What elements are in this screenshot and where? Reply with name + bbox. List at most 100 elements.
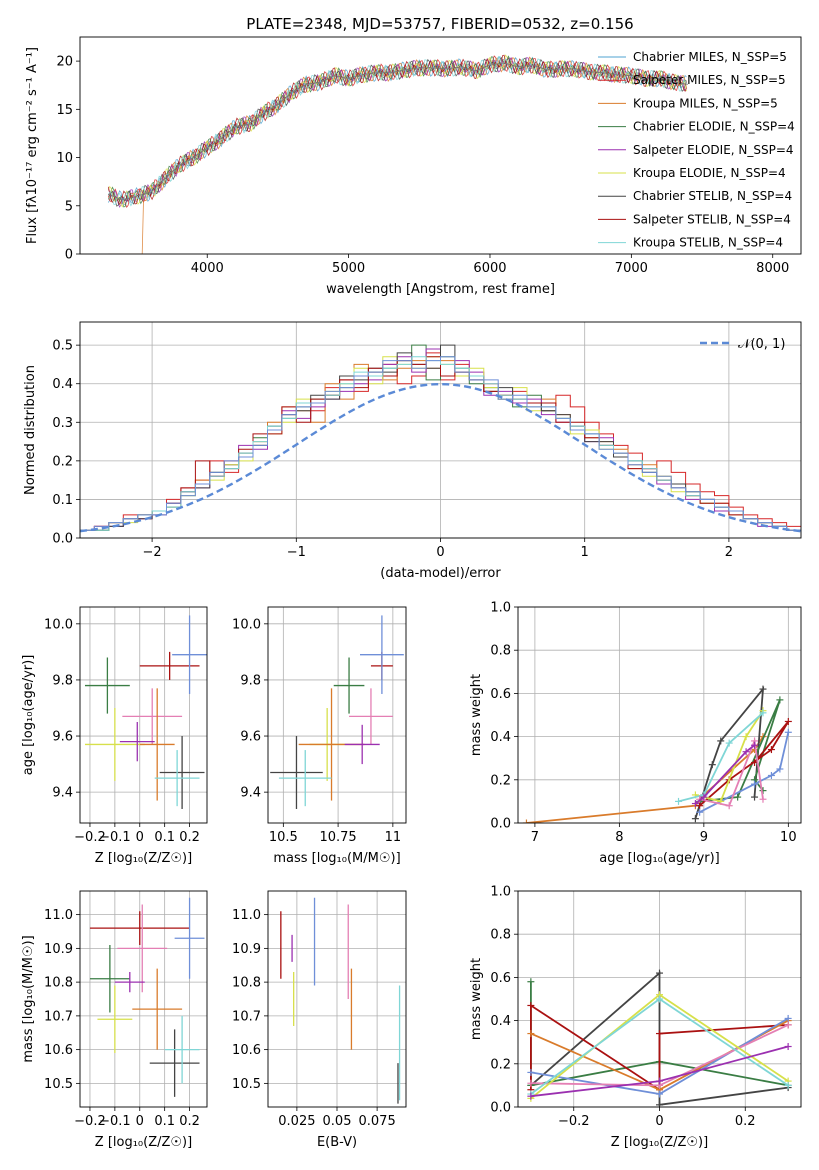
y-tick-label: 11.0: [44, 908, 73, 923]
y-tick-label: 20: [56, 55, 73, 70]
error-bar-point: [89, 911, 190, 945]
mass-vs-metallicity-panel: −0.2−0.1 0 0.1 0.2 10.5 10.6 10.7 10.8 10.9 11.0 Z…: [21, 890, 208, 1150]
mass-weight-line: [699, 737, 764, 807]
y-tick-label: 0.2: [490, 1057, 511, 1072]
x-tick-label: −0.2: [74, 830, 106, 845]
x-tick-label: −0.2: [558, 1114, 590, 1129]
x-tick-label: 0.05: [323, 1114, 352, 1129]
legend-entry: Salpeter ELODIE, N_SSP=4: [633, 143, 794, 157]
model-spectrum-line: [107, 54, 687, 208]
mass-weight-marker: [784, 1081, 792, 1089]
plot-area: [107, 54, 688, 254]
error-bar-point: [278, 750, 332, 807]
plot-area: [522, 685, 792, 823]
x-axis-label: wavelength [Angstrom, rest frame]: [326, 282, 555, 297]
mass-weight-marker: [776, 765, 784, 773]
y-tick-label: 10.6: [232, 1043, 261, 1058]
axes-frame: [267, 606, 407, 824]
x-tick-label: 10.75: [319, 830, 356, 845]
error-bar-point: [159, 736, 205, 809]
mass-weight-marker: [751, 741, 759, 749]
y-axis-label: Normed distribution: [23, 365, 38, 495]
y-tick-label: 0.4: [490, 1014, 511, 1029]
mass-weight-marker: [776, 696, 784, 704]
axes-frame: [79, 890, 208, 1108]
mass-weight-marker: [691, 800, 699, 808]
x-tick-label: 5000: [332, 261, 365, 276]
x-tick-label: 0: [655, 1114, 663, 1129]
error-bar-point: [344, 724, 380, 765]
mass-weight-line: [694, 744, 756, 805]
x-tick-label: 6000: [473, 261, 506, 276]
plot-area: [270, 615, 404, 809]
legend-entry: Chabrier MILES, N_SSP=5: [633, 50, 787, 64]
y-axis-label: age [log₁₀(age/yr)]: [21, 655, 36, 776]
mass-weight-marker: [527, 978, 535, 986]
legend-entry: Chabrier ELODIE, N_SSP=4: [633, 120, 795, 134]
mass-weight-marker: [656, 1077, 663, 1085]
mass-weight-marker: [656, 969, 663, 977]
mass-weight-marker: [759, 709, 767, 717]
residual-histogram-step: [80, 356, 801, 538]
mass-vs-extinction-panel: 0.025 0.05 0.075 10.5 10.6 10.7 10.8 10.9 11.0 E(…: [232, 890, 407, 1150]
mass-weight-line: [694, 686, 765, 819]
mass-weight-marker: [759, 795, 767, 803]
mass-weight-marker: [696, 808, 704, 816]
plot-area: [84, 615, 207, 809]
y-tick-label: 11.0: [232, 908, 261, 923]
plot-area: [527, 969, 792, 1107]
legend-entry: Kroupa STELIB, N_SSP=4: [633, 236, 783, 250]
y-tick-label: 0.2: [52, 454, 73, 469]
x-tick-label: 0.025: [278, 1114, 315, 1129]
legend-entry: Salpeter STELIB, N_SSP=4: [633, 212, 791, 226]
mass-weight-marker: [742, 733, 750, 741]
error-bar-point: [149, 1029, 200, 1097]
x-tick-label: −2: [143, 545, 162, 560]
mass-weight-marker: [717, 737, 725, 745]
legend-entry: Chabrier STELIB, N_SSP=4: [633, 189, 792, 203]
y-tick-label: 10.5: [232, 1077, 261, 1092]
x-axis-label: Z [log₁₀(Z/Z☉)]: [95, 851, 192, 866]
spectrum-legend: Chabrier MILES, N_SSP=5 Salpeter MILES, N…: [598, 50, 795, 250]
legend-entry: Kroupa MILES, N_SSP=5: [633, 96, 778, 110]
y-tick-label: 0.0: [490, 817, 511, 832]
mass-weight-marker: [527, 1092, 535, 1100]
x-axis-label: Z [log₁₀(Z/Z☉)]: [611, 1135, 708, 1150]
mass-weight-marker: [527, 1030, 535, 1038]
observed-spectrum-line: [108, 62, 688, 201]
y-tick-label: 5: [65, 199, 73, 214]
mass-weight-marker: [700, 793, 708, 801]
y-tick-label: 10.7: [44, 1009, 73, 1024]
y-tick-label: 10.0: [232, 617, 261, 632]
mass-weight-marker: [656, 995, 663, 1003]
mass-weight-marker: [656, 1101, 663, 1107]
y-tick-label: 9.4: [240, 786, 261, 801]
mass-weight-marker: [759, 685, 767, 693]
y-axis-label: mass weight: [469, 674, 484, 756]
x-axis-label: mass [log₁₀(M/M☉)]: [273, 851, 400, 866]
x-tick-label: 11: [385, 830, 402, 845]
x-axis-label: (data-model)/error: [380, 566, 501, 581]
age-vs-mass-panel: 10.5 10.75 11 9.4 9.6 9.8 10.0 mass [log₁₀(M/M☉…: [232, 606, 407, 866]
x-tick-label: 8000: [756, 261, 789, 276]
x-tick-label: 4000: [191, 261, 224, 276]
y-tick-label: 10.0: [44, 617, 73, 632]
error-bar-point: [122, 688, 183, 745]
x-axis-label: Z [log₁₀(Z/Z☉)]: [95, 1135, 192, 1150]
mass-weight-marker: [784, 728, 792, 736]
y-tick-label: 10.5: [44, 1077, 73, 1092]
mass-weight-marker: [527, 1068, 535, 1076]
y-axis-label: mass weight: [469, 958, 484, 1040]
y-tick-label: 0.8: [490, 928, 511, 943]
y-tick-label: 0.1: [52, 493, 73, 508]
residual-histogram-panel: −2 −1 0 1 2 0.0 0.1 0.2 0.3 0.4 0.5 (data-model)/er…: [23, 321, 802, 581]
plot-area: [89, 897, 205, 1097]
mass-weight-marker: [784, 717, 792, 725]
y-tick-label: 10.9: [44, 942, 73, 957]
x-tick-label: 0.1: [154, 1114, 175, 1129]
error-bar-point: [172, 615, 207, 694]
error-bar-point: [97, 985, 133, 1053]
y-tick-label: 15: [56, 103, 73, 118]
x-tick-label: 0: [136, 830, 144, 845]
x-axis-label: E(B-V): [317, 1135, 357, 1150]
